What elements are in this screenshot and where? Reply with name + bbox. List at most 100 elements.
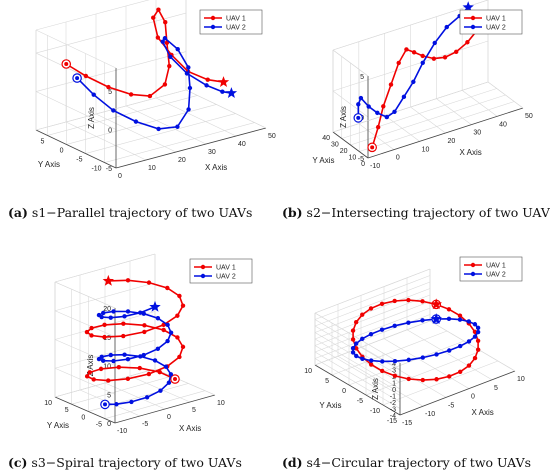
data-point [350,328,356,333]
grid-line [332,40,489,92]
grid-line [314,294,431,340]
x-tick-label: 10 [148,165,156,172]
x-axis-label: X Axis [460,148,482,157]
z-tick-label: 0 [392,387,396,394]
z-tick-label: 0 [107,421,111,428]
data-point [137,365,142,371]
legend-marker [470,271,476,277]
y-tick-label: 0 [81,414,85,421]
data-point [111,309,116,314]
data-point [87,370,92,375]
data-point [168,372,174,377]
box-edge [487,81,524,109]
data-point [431,56,437,61]
data-point [98,366,104,372]
x-tick-label: -10 [425,411,435,418]
x-tick-label: 10 [517,376,525,383]
data-point [205,77,210,82]
data-point [384,114,389,120]
data-point [146,371,152,377]
end-star-marker [225,87,238,98]
x-tick-label: 0 [167,414,171,421]
grid-line [314,281,431,327]
legend-marker [200,273,206,279]
data-point [432,40,437,46]
x-tick-label: 0 [396,155,400,162]
grid-line [104,390,206,419]
data-point [166,380,172,385]
data-point [446,348,452,353]
data-point [360,312,365,317]
data-point [420,299,425,304]
x-tick-label: -5 [142,421,148,428]
y-axis-label: Y Axis [47,421,69,430]
data-point [133,119,139,124]
legend-label: UAV 1 [486,263,506,270]
legend-label: UAV 2 [216,274,236,281]
data-point [369,362,374,367]
box-edge [314,320,431,366]
series-2 [350,313,481,364]
data-point [442,55,448,60]
data-point [184,71,190,76]
data-point [102,334,107,340]
data-point [152,358,158,363]
data-point [392,358,398,364]
grid-line [359,101,515,152]
data-point [358,95,364,101]
data-point [138,310,143,315]
data-point [360,336,365,342]
data-point [177,354,182,360]
data-point [380,368,385,374]
grid-line [35,51,187,92]
data-point [375,124,381,130]
box-edge [35,29,117,69]
data-point [141,352,146,358]
z-tick-label: 3 [392,368,396,375]
x-tick-label: 40 [238,141,246,148]
legend-box [189,258,253,284]
z-tick-label: 5 [107,392,111,399]
end-star-marker [217,76,230,87]
data-point [375,110,380,116]
data-point [187,85,193,91]
data-point [220,89,225,94]
data-point [165,322,170,328]
x-tick-label: 20 [448,138,456,145]
grid-line [314,351,401,403]
caption-a: (a) s1−Parallel trajectory of two UAVs [8,205,252,220]
box-edge [332,49,369,77]
x-tick-label: 0 [471,394,475,401]
y-tick-label: -5 [96,422,102,429]
caption-d: (d) s4−Circular trajectory of two UAVs [282,455,531,470]
y-axis-line [332,131,369,159]
data-point [122,352,127,357]
grid-line [348,340,465,386]
y-tick-label: 30 [331,142,339,149]
grid-line [314,275,431,320]
data-point [106,84,111,90]
data-point [475,325,481,331]
data-point [457,343,463,349]
caption-b: (b) s2−Intersecting trajectory of two UA… [282,205,550,220]
caption-text: s2−Intersecting trajectory of two UAVs [302,205,550,220]
data-point [420,53,425,59]
legend-marker [470,15,476,21]
x-tick-label: -5 [448,402,454,409]
series-2 [72,36,238,132]
y-tick-label: 10 [304,368,312,375]
caption-text: s4−Circular trajectory of two UAVs [302,455,532,470]
data-point [96,356,102,362]
grid-line [314,338,401,390]
data-point [420,60,425,65]
data-point [180,303,186,308]
data-point [125,376,131,382]
end-star-marker [102,274,114,286]
data-point [89,333,94,338]
y-tick-label: -15 [387,418,397,425]
data-point [147,93,153,99]
data-point [411,79,416,85]
data-point [475,347,481,352]
z-tick-label: -5 [106,166,112,173]
legend-marker [470,262,476,268]
